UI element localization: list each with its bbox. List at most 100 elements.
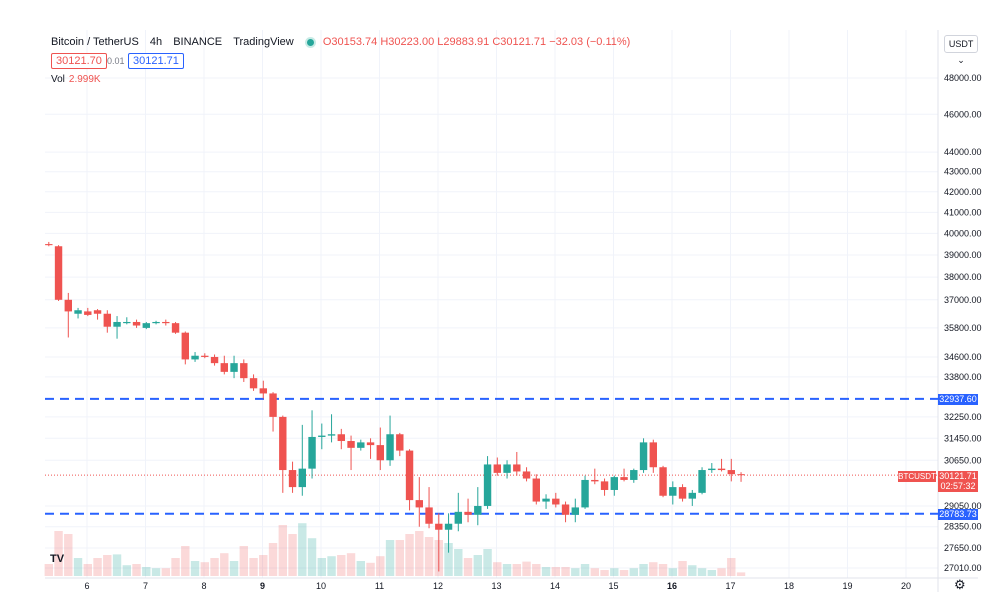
volume-bar (356, 561, 365, 576)
volume-bar (629, 568, 638, 576)
time-axis-label: 15 (608, 581, 618, 591)
candle-body (415, 500, 423, 508)
candle-body (688, 492, 696, 499)
volume-bar (103, 555, 112, 576)
volume-bar (385, 540, 395, 576)
candle-body (269, 393, 277, 417)
volume-bar (512, 564, 521, 576)
volume-value: 2.999K (68, 74, 101, 85)
price-axis-label: 44000.00 (944, 147, 982, 157)
candle-body (552, 498, 560, 505)
time-axis-label: 10 (316, 581, 326, 591)
candle-body (581, 479, 589, 508)
symbol-price-tag: BTCUSDT (898, 471, 936, 482)
last-price-tag: 30121.71 02:57:32 (938, 471, 978, 492)
high-value: H30223.00 (380, 36, 435, 48)
tradingview-logo-icon[interactable]: TV (50, 553, 65, 565)
volume-bar (541, 567, 551, 576)
volume-bar (64, 534, 73, 576)
volume-bar (727, 558, 736, 576)
interval-label[interactable]: 4h (149, 36, 163, 48)
candle-body (162, 321, 170, 324)
volume-bar (190, 561, 200, 576)
candle-body (347, 441, 355, 448)
currency-select[interactable]: USDT ⌄ (944, 35, 978, 65)
candle-body (152, 321, 160, 324)
candle-body (210, 356, 219, 364)
volume-bar (151, 568, 161, 576)
candle-body (123, 321, 131, 324)
volume-bar (454, 549, 463, 576)
volume-bar (93, 558, 102, 576)
volume-bar (327, 556, 336, 576)
candle-body (698, 470, 706, 493)
price-axis-label: 39000.00 (944, 250, 982, 260)
buy-price-button[interactable]: 30121.71 (128, 53, 184, 69)
volume-bar (220, 553, 229, 576)
volume-bar (200, 562, 209, 576)
price-axis-label: 35800.00 (944, 323, 982, 333)
volume-bar (307, 538, 317, 576)
volume-bar (54, 531, 63, 576)
candle-body (84, 311, 92, 315)
time-axis-label: 19 (842, 581, 852, 591)
volume-bar (649, 562, 658, 576)
candle-body (366, 442, 375, 446)
volume-bar (571, 568, 580, 576)
price-axis-label: 34600.00 (944, 352, 982, 362)
time-axis-label: 20 (901, 581, 911, 591)
volume-bar (590, 568, 599, 576)
volume-bar (73, 558, 83, 576)
volume-bar (473, 555, 482, 576)
volume-bar (112, 554, 122, 576)
last-price-value: 30121.71 (939, 471, 977, 481)
market-status-icon[interactable] (304, 36, 316, 48)
candle-body (708, 468, 716, 471)
volume-bar (561, 567, 570, 576)
volume-bar (337, 555, 346, 576)
volume-bar (268, 543, 278, 576)
candle-body (318, 435, 326, 437)
volume-bar (83, 564, 92, 576)
candle-body (571, 507, 579, 515)
candle-body (74, 310, 82, 314)
volume-bar (405, 534, 414, 576)
symbol-name[interactable]: Bitcoin / TetherUS (51, 36, 139, 48)
time-axis-label: 8 (201, 581, 206, 591)
change-value: −32.03 (−0.11%) (549, 36, 631, 48)
candle-body (474, 505, 482, 515)
price-axis-label: 42000.00 (944, 187, 982, 197)
volume-bar (415, 531, 424, 576)
price-axis-label: 27010.00 (944, 563, 982, 573)
price-axis-label: 38000.00 (944, 272, 982, 282)
volume-bar (532, 564, 541, 576)
volume-bar (210, 558, 219, 576)
candle-body (405, 450, 414, 501)
bar-countdown: 02:57:32 (940, 481, 976, 491)
volume-bar (444, 543, 453, 576)
open-value: O30153.74 (322, 36, 378, 48)
spread-value: 0.01 (107, 56, 125, 66)
candle-body (678, 487, 687, 499)
candle-body (230, 363, 238, 372)
time-axis-label: 17 (725, 581, 735, 591)
volume-bar (161, 568, 170, 576)
candle-body (669, 487, 677, 496)
volume-bar (181, 546, 190, 576)
candle-body (376, 445, 384, 461)
price-axis-label: 27650.00 (944, 543, 982, 553)
candle-body (639, 442, 648, 471)
candle-body (220, 363, 228, 372)
candle-body (357, 442, 365, 448)
candle-body (240, 363, 248, 379)
gear-icon[interactable]: ⚙ (954, 577, 966, 592)
sell-price-button[interactable]: 30121.70 (51, 53, 107, 69)
candle-body (454, 511, 462, 524)
candle-body (620, 477, 628, 480)
volume-bar (717, 568, 726, 576)
price-axis-label: 28350.00 (944, 522, 982, 532)
candle-body (259, 388, 267, 394)
candle-body (727, 470, 735, 475)
